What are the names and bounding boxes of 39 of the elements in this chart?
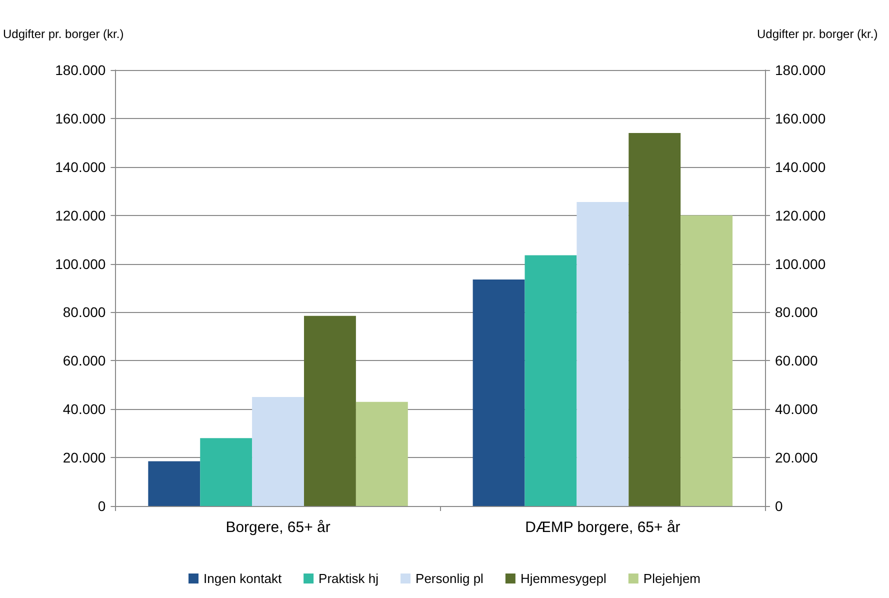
y2-tick-label: 20.000 [775, 450, 818, 466]
bar [148, 461, 200, 506]
y-tick-label: 80.000 [62, 304, 106, 320]
legend-label: Ingen kontakt [204, 571, 282, 586]
bar [680, 215, 733, 506]
y2-tick-label: 120.000 [775, 207, 826, 224]
y-tick-label: 60.000 [62, 352, 106, 369]
y-tick-label: 0 [98, 498, 106, 514]
y2-tick-label: 80.000 [775, 304, 818, 320]
bar [252, 397, 304, 506]
legend-label: Personlig pl [416, 571, 484, 586]
y-tick-label: 160.000 [55, 110, 106, 126]
bar [356, 402, 408, 506]
y-tick-label: 40.000 [62, 401, 106, 418]
x-tick-label: Borgere, 65+ år [226, 519, 330, 536]
y-tick-label: 140.000 [55, 158, 106, 175]
bar [576, 202, 629, 506]
y2-tick-label: 160.000 [775, 110, 826, 126]
bar [304, 316, 356, 506]
bar [472, 280, 525, 506]
y2-tick-label: 0 [775, 498, 783, 514]
legend-label: Hjemmesygepl [520, 571, 607, 586]
bar [524, 255, 577, 506]
y2-tick-label: 60.000 [775, 352, 818, 369]
y2-tick-label: 100.000 [775, 256, 826, 272]
legend-label: Plejehjem [643, 571, 701, 586]
bar [200, 438, 252, 506]
legend-label: Praktisk hj [318, 571, 379, 586]
y2-tick-label: 40.000 [775, 401, 818, 418]
y2-axis-title: Udgifter pr. borger (kr.) [757, 27, 878, 41]
y-tick-label: 180.000 [55, 62, 106, 78]
y2-tick-label: 180.000 [775, 62, 826, 78]
y-tick-label: 20.000 [62, 450, 106, 466]
y-axis-title: Udgifter pr. borger (kr.) [2, 27, 124, 41]
y-tick-label: 120.000 [55, 207, 106, 224]
bar [628, 132, 681, 506]
x-tick-label: DÆMP borgere, 65+ år [525, 519, 680, 536]
y-tick-label: 100.000 [55, 256, 106, 272]
y2-tick-label: 140.000 [775, 158, 826, 175]
